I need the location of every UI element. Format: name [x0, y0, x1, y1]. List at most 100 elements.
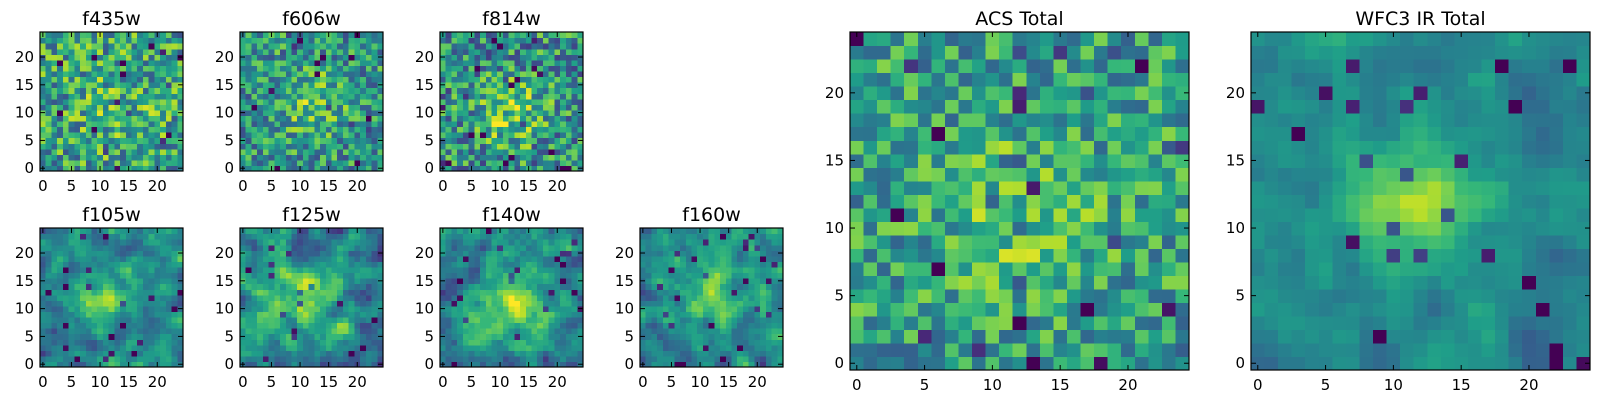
heatmap-cell [165, 355, 173, 363]
heatmap-cell [154, 233, 161, 240]
heatmap-cell [325, 87, 333, 94]
heatmap-cell [548, 339, 555, 346]
heatmap-cell [331, 255, 338, 262]
heatmap-cell [308, 70, 315, 78]
heatmap-cell [514, 65, 521, 72]
heatmap-cell [457, 32, 464, 39]
heatmap-cell [274, 43, 281, 50]
heatmap-cell [508, 289, 515, 296]
heatmap-cell [754, 278, 761, 285]
heatmap-cell [62, 148, 70, 155]
heatmap-cell [571, 272, 578, 279]
heatmap-cell [245, 154, 253, 161]
heatmap-cell [62, 115, 70, 122]
heatmap-cell [377, 328, 384, 335]
heatmap-cell [74, 344, 81, 351]
heatmap-cell [560, 65, 567, 72]
heatmap-cell [520, 361, 527, 368]
heatmap-cell [74, 154, 81, 161]
heatmap-cell [360, 54, 367, 61]
heatmap-cell [302, 361, 310, 368]
heatmap-cell [531, 148, 538, 155]
heatmap-cell [320, 350, 327, 357]
heatmap-cell [771, 322, 778, 329]
heatmap-cell [354, 48, 361, 55]
heatmap-cell [531, 115, 538, 122]
heatmap-cell [514, 294, 521, 301]
heatmap-cell [360, 109, 367, 116]
heatmap-cell [571, 143, 578, 150]
heatmap-cell [737, 239, 744, 246]
heatmap-cell [120, 255, 127, 262]
heatmap-cell [904, 275, 919, 290]
heatmap-cell [491, 339, 498, 346]
heatmap-cell [354, 294, 361, 301]
heatmap-cell [360, 289, 367, 296]
heatmap-cell [97, 289, 104, 296]
heatmap-cell [890, 342, 905, 358]
heatmap-cell [440, 233, 447, 240]
heatmap-cell [308, 355, 315, 363]
heatmap-cell [51, 250, 58, 257]
heatmap-cell [742, 294, 750, 301]
heatmap-cell [462, 76, 470, 83]
heatmap-cell [525, 250, 533, 257]
heatmap-cell [377, 148, 384, 155]
heatmap-cell [354, 159, 361, 167]
heatmap-cell [497, 278, 504, 285]
heatmap-cell [577, 154, 584, 161]
heatmap-cell [657, 283, 664, 290]
heatmap-cell [108, 261, 115, 268]
heatmap-cell [102, 54, 110, 61]
heatmap-cell [565, 266, 573, 274]
heatmap-cell [354, 87, 361, 94]
x-tick-label: 0 [38, 177, 48, 195]
heatmap-cell [440, 311, 447, 318]
heatmap-cell [520, 159, 527, 167]
heatmap-cell [348, 87, 355, 94]
heatmap-cell [542, 300, 550, 307]
heatmap-cell [697, 339, 704, 346]
heatmap-cell [137, 333, 144, 340]
heatmap-cell [131, 272, 138, 279]
heatmap-cell [308, 250, 315, 257]
heatmap-cell [102, 126, 110, 133]
heatmap-cell [462, 82, 470, 89]
heatmap-cell [177, 339, 184, 346]
heatmap-cell [468, 261, 475, 268]
heatmap-cell [462, 104, 470, 111]
heatmap-cell [91, 266, 98, 274]
heatmap-cell [262, 120, 270, 128]
heatmap-cell [1039, 342, 1054, 358]
heatmap-cell [68, 344, 75, 351]
heatmap-cell [377, 48, 384, 55]
heatmap-cell [904, 315, 919, 331]
heatmap-cell [274, 132, 281, 139]
heatmap-cell [57, 104, 64, 111]
heatmap-cell [731, 322, 738, 329]
heatmap-cell [651, 228, 658, 235]
heatmap-cell [685, 316, 693, 324]
heatmap-cell [502, 115, 510, 122]
heatmap-cell [457, 305, 464, 312]
heatmap-cell [137, 344, 144, 351]
heatmap-cell [348, 361, 355, 368]
heatmap-cell [765, 333, 773, 340]
heatmap-cell [508, 87, 515, 94]
heatmap-cell [285, 98, 293, 105]
heatmap-cell [1175, 356, 1190, 371]
heatmap-cell [285, 278, 293, 285]
heatmap-cell [262, 109, 270, 116]
heatmap-cell [257, 333, 264, 340]
heatmap-cell [302, 159, 310, 167]
heatmap-cell [445, 115, 453, 122]
heatmap-cell [91, 316, 98, 324]
heatmap-cell [462, 54, 470, 61]
heatmap-cell [308, 48, 315, 55]
heatmap-cell [850, 234, 865, 249]
heatmap-cell [342, 98, 350, 105]
heatmap-cell [537, 350, 544, 357]
heatmap-cell [542, 109, 550, 116]
heatmap-cell [737, 255, 744, 262]
heatmap-cell [548, 98, 555, 105]
